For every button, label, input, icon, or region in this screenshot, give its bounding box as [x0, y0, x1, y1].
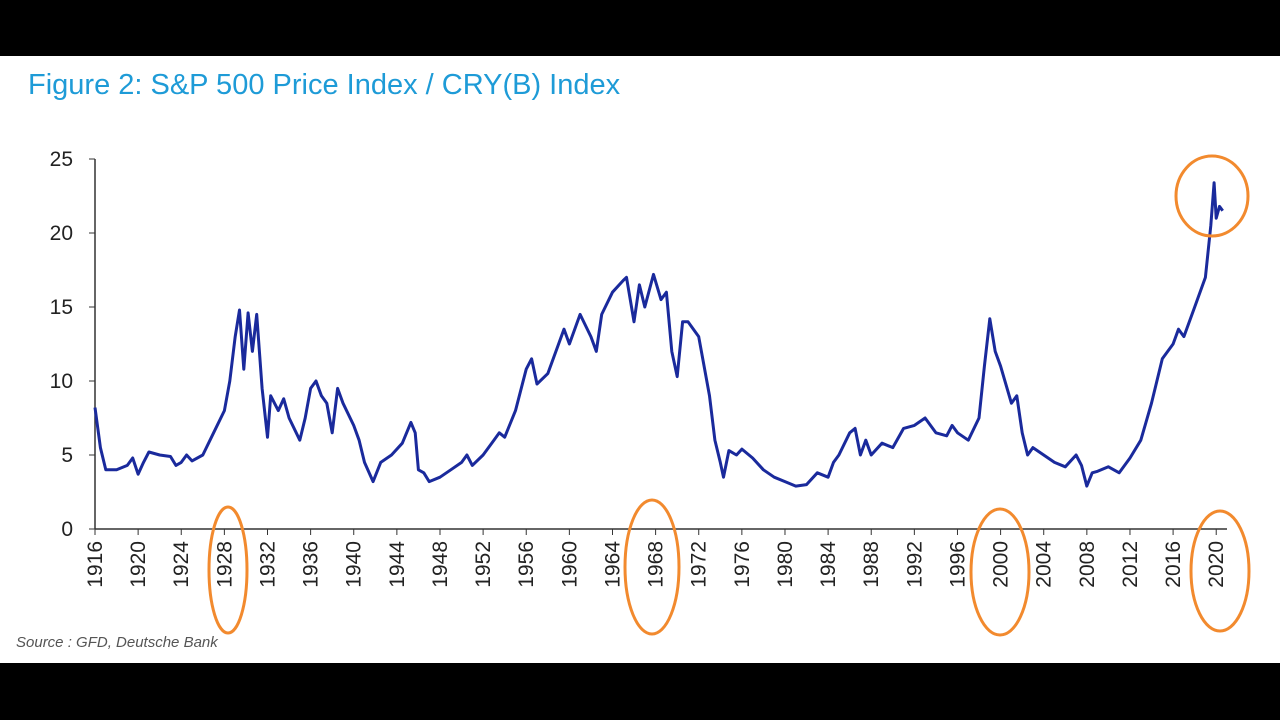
- y-tick-label: 5: [61, 444, 73, 467]
- x-tick-label: 2020: [1205, 541, 1228, 588]
- highlight-ellipse: [207, 505, 249, 635]
- x-tick-label: 2004: [1033, 541, 1056, 588]
- x-tick-label: 1936: [300, 541, 323, 588]
- source-note: Source : GFD, Deutsche Bank: [16, 634, 219, 651]
- x-tick-label: 1916: [84, 541, 107, 588]
- x-tick-label: 1924: [170, 541, 193, 588]
- x-tick-label: 1980: [774, 541, 797, 588]
- annotations: [207, 154, 1251, 637]
- x-tick-label: 2008: [1076, 541, 1099, 588]
- x-tick-label: 2016: [1162, 541, 1185, 588]
- highlight-ellipse: [969, 507, 1031, 637]
- x-tick-label: 2000: [990, 541, 1013, 588]
- highlight-ellipse: [623, 498, 681, 636]
- x-tick-label: 1940: [343, 541, 366, 588]
- chart-title: Figure 2: S&P 500 Price Index / CRY(B) I…: [28, 69, 621, 101]
- x-tick-label: 1952: [472, 541, 495, 588]
- x-tick-label: 1968: [645, 541, 668, 588]
- x-tick-label: 1964: [601, 541, 624, 588]
- x-tick-label: 1932: [256, 541, 279, 588]
- x-tick-label: 1988: [860, 541, 883, 588]
- x-tick-label: 1972: [688, 541, 711, 588]
- y-tick-label: 25: [50, 148, 73, 171]
- x-tick-label: 1956: [515, 541, 538, 588]
- plot: 0 5 10 15 20 25 1916 1920 1924 1928 1932 1936 1940 19…: [50, 148, 1229, 588]
- x-tick-label: 1984: [817, 541, 840, 588]
- data-line: [93, 181, 1224, 488]
- x-tick-label: 1992: [903, 541, 926, 588]
- x-tick-label: 1944: [386, 541, 409, 588]
- y-tick-label: 20: [50, 222, 73, 245]
- x-tick-label: 2012: [1119, 541, 1142, 588]
- x-tick-label: 1960: [558, 541, 581, 588]
- x-tick-label: 1948: [429, 541, 452, 588]
- x-tick-label: 1996: [946, 541, 969, 588]
- x-tick-label: 1928: [213, 541, 236, 588]
- y-tick-label: 15: [50, 296, 73, 319]
- highlight-ellipse: [1189, 509, 1251, 633]
- background: [0, 56, 1280, 663]
- highlight-ellipse: [1174, 154, 1250, 238]
- y-tick-label: 10: [50, 370, 73, 393]
- y-tick-label: 0: [61, 518, 73, 541]
- x-tick-label: 1920: [127, 541, 150, 588]
- x-tick-label: 1976: [731, 541, 754, 588]
